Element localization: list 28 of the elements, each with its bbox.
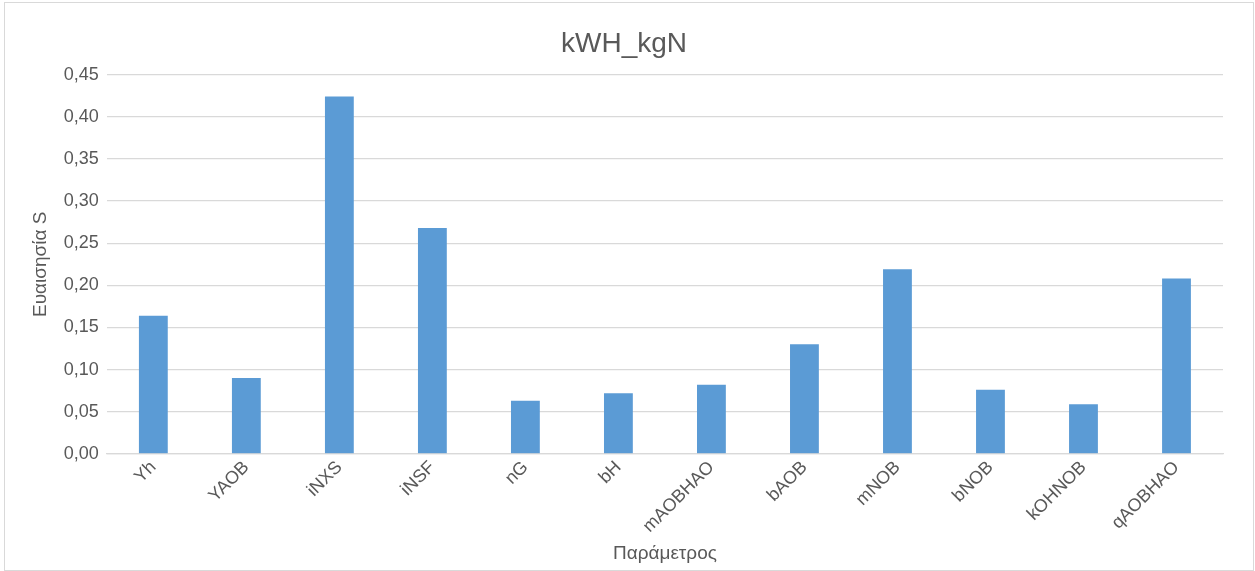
bar	[697, 384, 726, 454]
x-tick-label: nG	[500, 456, 532, 488]
bar	[138, 315, 168, 454]
x-axis-title: Παράμετρος	[612, 541, 717, 563]
bar	[883, 269, 912, 454]
y-tick-label: 0,45	[63, 63, 99, 84]
bar	[324, 96, 354, 454]
y-tick-label: 0,35	[63, 147, 99, 168]
bar	[603, 393, 633, 454]
y-tick-label: 0,15	[63, 316, 99, 337]
y-axis-title: Ευαισησία S	[28, 211, 50, 317]
y-tick-label: 0,05	[63, 400, 99, 421]
bar	[231, 378, 261, 454]
y-tick-label: 0,20	[63, 274, 99, 295]
x-tick-label: bH	[594, 456, 625, 488]
y-tick-label: 0,10	[63, 358, 99, 379]
y-tick-label: 0,25	[63, 232, 99, 253]
y-tick-label: 0,00	[63, 442, 99, 463]
bar	[976, 389, 1005, 454]
x-tick-label: Yh	[129, 456, 160, 487]
bar	[1069, 404, 1098, 454]
y-tick-label: 0,40	[63, 105, 99, 126]
y-tick-label: 0,30	[63, 189, 99, 210]
bar	[510, 400, 540, 454]
bar	[790, 344, 819, 454]
chart-title: kWH_kgN	[560, 26, 688, 58]
bar	[1162, 278, 1191, 454]
bar	[417, 227, 447, 454]
